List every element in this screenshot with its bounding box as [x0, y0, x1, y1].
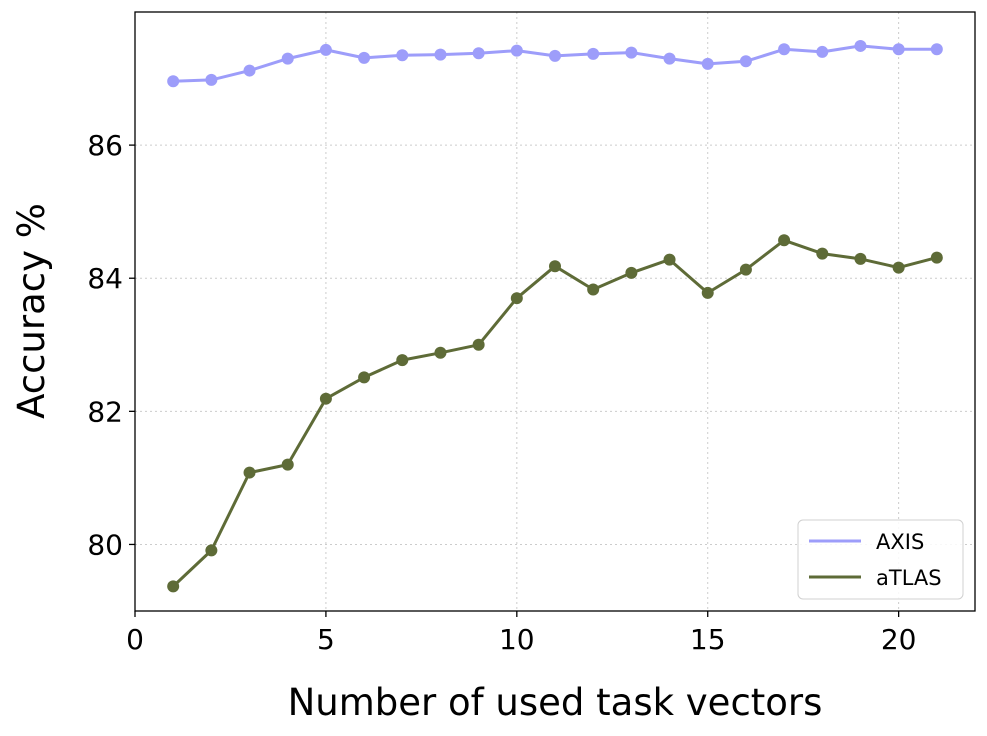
data-point: [778, 43, 791, 56]
data-point: [854, 39, 867, 52]
data-point: [892, 261, 905, 274]
data-point: [472, 338, 485, 351]
y-axis-ticks: 80 82 84 86: [87, 129, 135, 561]
y-tick-label: 80: [87, 528, 123, 561]
series-axis: [167, 39, 943, 88]
data-point: [778, 234, 791, 247]
x-tick-label: 5: [317, 623, 335, 656]
x-tick-label: 15: [690, 623, 726, 656]
data-point: [319, 43, 332, 56]
data-point: [510, 44, 523, 57]
data-point: [319, 392, 332, 405]
data-point: [167, 75, 180, 88]
data-point: [701, 286, 714, 299]
data-point: [549, 260, 561, 273]
data-point: [854, 252, 867, 265]
data-point: [625, 266, 638, 279]
series-atlas: [167, 234, 943, 593]
series-layer: [167, 39, 943, 593]
y-tick-label: 84: [87, 262, 123, 295]
y-axis-label: Accuracy %: [10, 203, 53, 419]
x-axis-ticks: 0 5 10 15 20: [126, 611, 916, 656]
data-point: [281, 52, 294, 65]
data-point: [243, 64, 256, 77]
data-point: [930, 43, 943, 56]
data-point: [358, 51, 371, 64]
data-point: [243, 466, 256, 479]
x-tick-label: 0: [126, 623, 144, 656]
data-point: [701, 57, 714, 70]
data-point: [739, 55, 752, 68]
data-point: [472, 47, 485, 60]
data-point: [358, 371, 371, 384]
data-point: [205, 73, 218, 86]
data-point: [816, 247, 829, 260]
data-point: [434, 48, 447, 61]
y-tick-label: 86: [87, 129, 123, 162]
plot-frame: [134, 11, 976, 612]
legend-label: aTLAS: [876, 566, 942, 590]
data-point: [587, 283, 600, 296]
data-point: [281, 458, 294, 471]
data-point: [434, 346, 447, 359]
data-point: [625, 46, 638, 59]
data-point: [205, 544, 218, 557]
data-point: [396, 354, 409, 367]
data-point: [930, 251, 943, 264]
data-point: [587, 47, 600, 60]
data-point: [396, 49, 409, 62]
x-tick-label: 20: [881, 623, 917, 656]
data-point: [167, 580, 180, 593]
data-point: [739, 263, 752, 276]
data-point: [892, 43, 905, 56]
data-point: [549, 49, 561, 62]
data-point: [510, 292, 523, 305]
legend-label: AXIS: [876, 530, 924, 554]
data-point: [663, 52, 676, 65]
data-point: [816, 45, 829, 58]
y-tick-label: 82: [87, 395, 123, 428]
x-axis-label: Number of used task vectors: [288, 681, 823, 724]
x-tick-label: 10: [499, 623, 535, 656]
legend: AXIS aTLAS: [797, 519, 964, 600]
data-point: [663, 253, 676, 266]
